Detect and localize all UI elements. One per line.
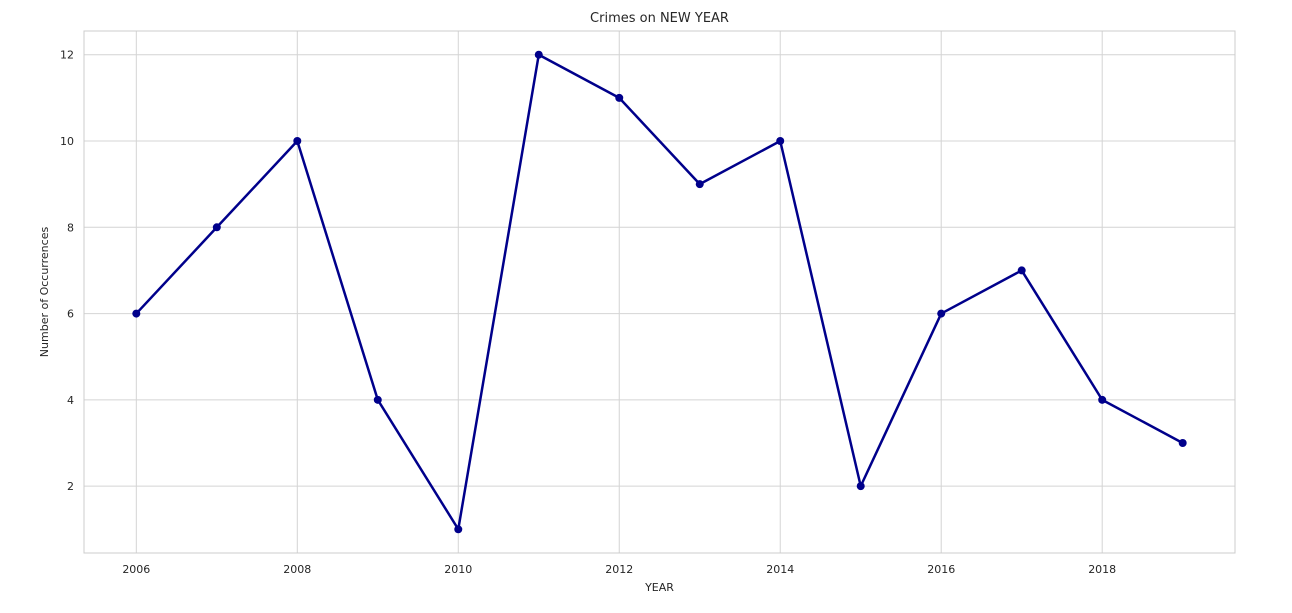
y-tick-label: 10 xyxy=(60,135,74,148)
x-tick-label: 2014 xyxy=(766,563,794,576)
y-tick-label: 4 xyxy=(67,394,74,407)
y-tick-label: 2 xyxy=(67,480,74,493)
data-point xyxy=(535,51,543,59)
y-axis-label: Number of Occurrences xyxy=(38,227,51,358)
data-point xyxy=(615,94,623,102)
x-tick-label: 2018 xyxy=(1088,563,1116,576)
y-tick-label: 12 xyxy=(60,49,74,62)
data-point xyxy=(374,396,382,404)
y-tick-labels: 2 4 6 8 10 12 xyxy=(60,49,74,493)
data-point xyxy=(696,180,704,188)
y-tick-label: 8 xyxy=(67,221,74,234)
x-tick-label: 2016 xyxy=(927,563,955,576)
plot-frame xyxy=(84,31,1235,553)
data-point xyxy=(1098,396,1106,404)
chart-title: Crimes on NEW YEAR xyxy=(590,11,729,26)
x-axis-label: YEAR xyxy=(644,581,674,594)
data-point xyxy=(1179,439,1187,447)
data-point xyxy=(937,310,945,318)
x-tick-labels: 2006 2008 2010 2012 2014 2016 2018 xyxy=(122,563,1116,576)
data-point xyxy=(213,223,221,231)
data-point xyxy=(132,310,140,318)
x-tick-label: 2012 xyxy=(605,563,633,576)
series-line xyxy=(136,55,1182,530)
data-point xyxy=(776,137,784,145)
x-tick-label: 2010 xyxy=(444,563,472,576)
data-point xyxy=(454,525,462,533)
data-point xyxy=(857,482,865,490)
series xyxy=(132,51,1186,534)
y-tick-label: 6 xyxy=(67,308,74,321)
grid xyxy=(84,31,1235,553)
data-point xyxy=(1018,266,1026,274)
data-point xyxy=(293,137,301,145)
x-tick-label: 2006 xyxy=(122,563,150,576)
x-tick-label: 2008 xyxy=(283,563,311,576)
